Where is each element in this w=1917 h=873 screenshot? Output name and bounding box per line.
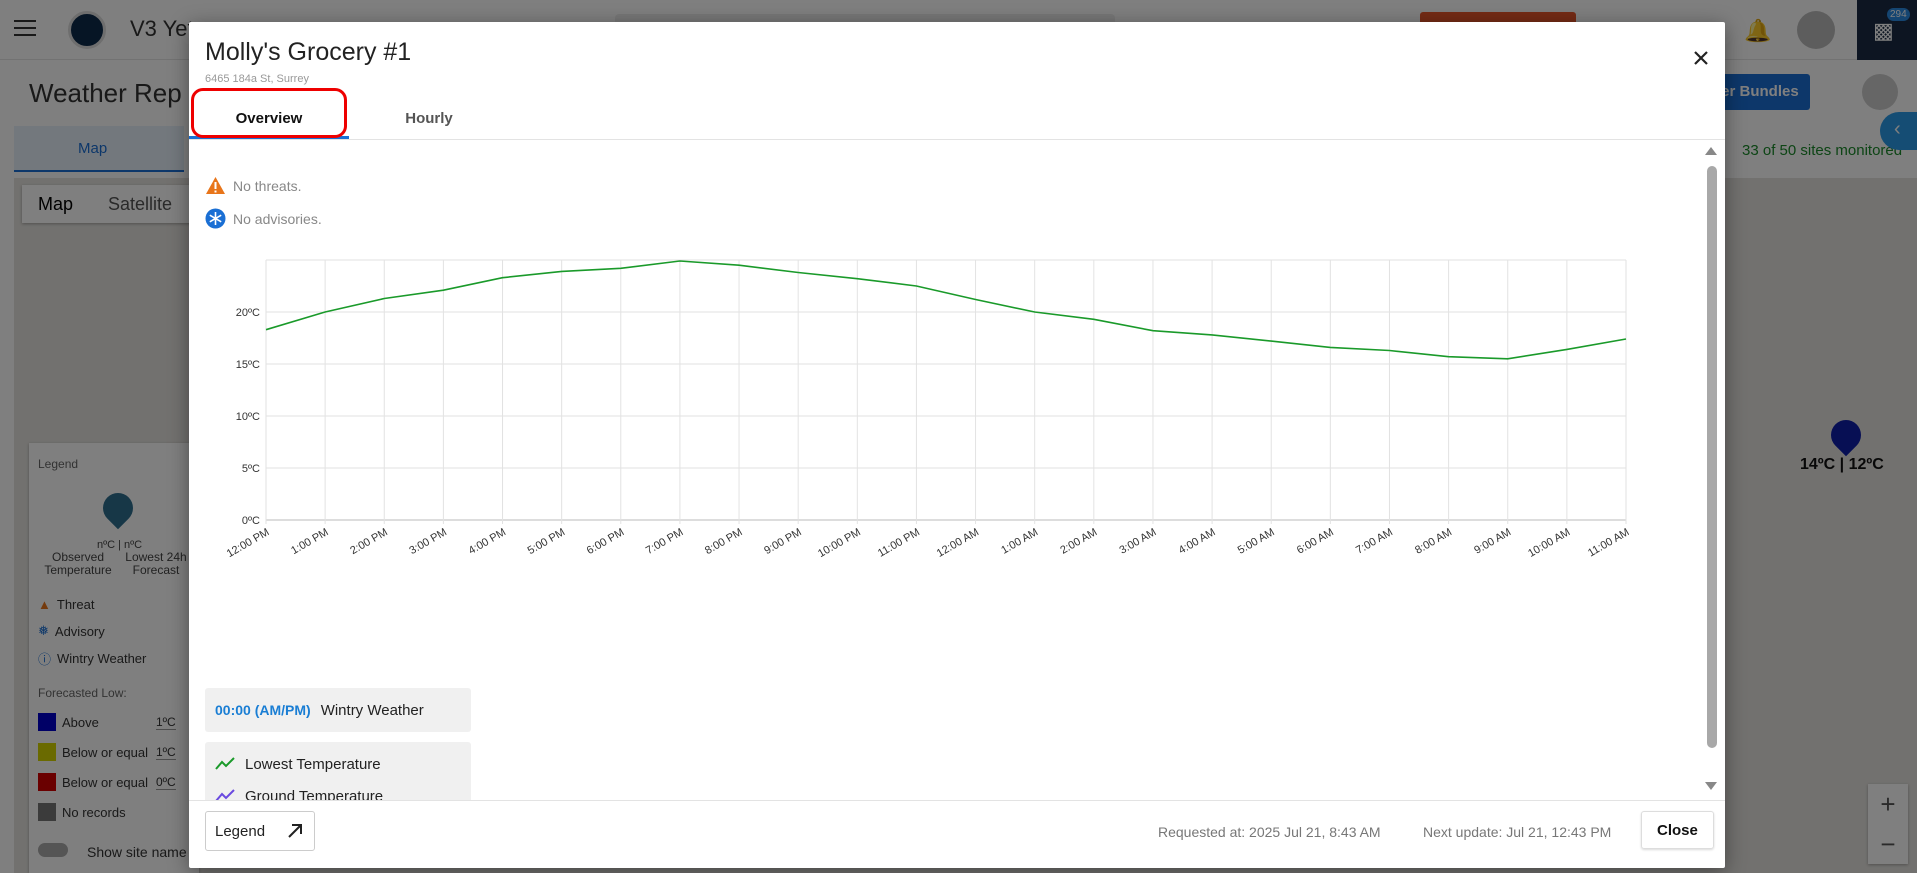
modal-title: Molly's Grocery #1 xyxy=(205,38,412,66)
x-tick-label: 9:00 PM xyxy=(762,526,803,557)
chart-y-ticks: 0ºC 5ºC 10ºC 15ºC 20ºC xyxy=(236,307,260,527)
y-tick-label: 0ºC xyxy=(242,515,260,527)
temperature-chart: 0ºC 5ºC 10ºC 15ºC 20ºC 12:00 PM 1:00 PM 2:00 P… xyxy=(189,252,1632,627)
advisories-text: No advisories. xyxy=(233,210,322,227)
wintry-label: Wintry Weather xyxy=(320,701,424,719)
x-tick-label: 1:00 AM xyxy=(999,526,1040,557)
modal-footer: Legend Requested at: 2025 Jul 21, 8:43 A… xyxy=(189,800,1725,868)
legend-ground-row-wrap: Ground Temperature xyxy=(205,774,471,800)
tabs-divider xyxy=(189,139,1725,140)
x-tick-label: 2:00 PM xyxy=(348,526,389,557)
tab-hourly[interactable]: Hourly xyxy=(405,110,453,127)
scroll-up-arrow-icon[interactable] xyxy=(1705,147,1717,155)
legend-wintry-weather: 00:00 (AM/PM) Wintry Weather xyxy=(205,688,471,732)
requested-at: Requested at: 2025 Jul 21, 8:43 AM xyxy=(1158,824,1381,840)
scroll-down-arrow-icon[interactable] xyxy=(1705,782,1717,790)
x-tick-label: 1:00 PM xyxy=(289,526,330,557)
y-tick-label: 15ºC xyxy=(236,359,260,371)
trend-line-icon xyxy=(215,757,235,770)
y-tick-label: 10ºC xyxy=(236,411,260,423)
chart-x-ticks: 12:00 PM 1:00 PM 2:00 PM 3:00 PM 4:00 PM 5:00… xyxy=(225,526,1632,560)
highlight-annotation xyxy=(191,88,347,138)
legend-button-label: Legend xyxy=(215,822,266,840)
site-weather-modal: Molly's Grocery #1 6465 184a St, Surrey … xyxy=(189,22,1725,868)
threats-status: No threats. xyxy=(205,176,301,195)
lowest-temperature-line xyxy=(265,260,1627,360)
snowflake-icon xyxy=(205,208,226,229)
x-tick-label: 4:00 PM xyxy=(467,526,508,557)
x-tick-label: 4:00 AM xyxy=(1177,526,1218,557)
x-tick-label: 10:00 AM xyxy=(1526,526,1572,560)
x-tick-label: 12:00 PM xyxy=(225,526,272,560)
ground-temp-label: Ground Temperature xyxy=(245,787,384,801)
legend-button[interactable]: Legend xyxy=(205,811,315,851)
x-tick-label: 11:00 AM xyxy=(1586,526,1629,559)
trend-line-icon xyxy=(215,789,235,800)
x-tick-label: 9:00 AM xyxy=(1472,526,1513,557)
x-tick-label: 8:00 PM xyxy=(703,526,744,557)
scrollbar-thumb[interactable] xyxy=(1707,166,1717,748)
lowest-temp-label: Lowest Temperature xyxy=(245,755,381,773)
x-tick-label: 7:00 AM xyxy=(1354,526,1395,557)
x-tick-label: 11:00 PM xyxy=(876,526,922,560)
x-tick-label: 5:00 PM xyxy=(526,526,567,557)
close-button[interactable]: Close xyxy=(1641,811,1714,849)
x-tick-label: 2:00 AM xyxy=(1058,526,1099,557)
close-icon[interactable] xyxy=(1689,46,1713,70)
x-tick-label: 3:00 AM xyxy=(1118,526,1159,557)
wintry-time: 00:00 (AM/PM) xyxy=(215,702,311,718)
chart-grid xyxy=(265,259,1627,524)
x-tick-label: 3:00 PM xyxy=(407,526,448,557)
threats-text: No threats. xyxy=(233,177,302,194)
warning-icon xyxy=(206,177,225,194)
x-tick-label: 7:00 PM xyxy=(644,526,685,557)
advisories-status: No advisories. xyxy=(205,208,322,229)
x-tick-label: 6:00 PM xyxy=(585,526,626,557)
x-tick-label: 6:00 AM xyxy=(1295,526,1336,557)
arrow-up-right-icon xyxy=(288,824,303,838)
next-update: Next update: Jul 21, 12:43 PM xyxy=(1423,824,1612,840)
site-address: 6465 184a St, Surrey xyxy=(205,73,309,85)
x-tick-label: 10:00 PM xyxy=(816,526,863,560)
x-tick-label: 8:00 AM xyxy=(1413,526,1454,557)
x-tick-label: 12:00 AM xyxy=(935,526,981,560)
x-tick-label: 5:00 AM xyxy=(1236,526,1277,557)
temperature-line-chart: 0ºC 5ºC 10ºC 15ºC 20ºC 12:00 PM 1:00 PM 2:00 P… xyxy=(225,259,1632,560)
y-tick-label: 20ºC xyxy=(236,307,260,319)
y-tick-label: 5ºC xyxy=(242,463,260,475)
legend-ground-row: Ground Temperature xyxy=(205,774,471,800)
